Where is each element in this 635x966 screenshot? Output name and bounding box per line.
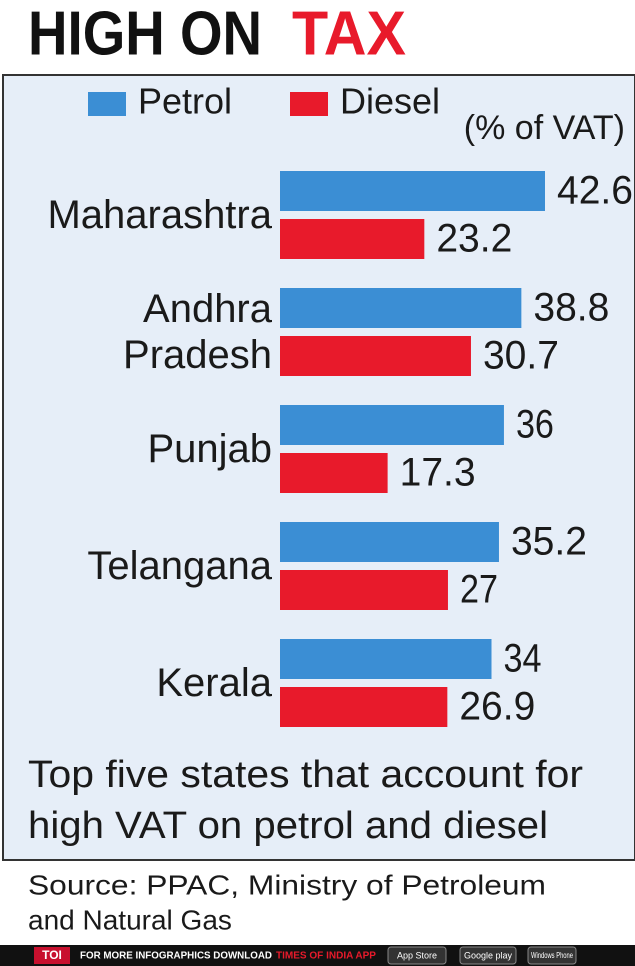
value-label: 42.6 bbox=[557, 169, 633, 213]
legend-swatch bbox=[88, 92, 126, 116]
category-label: Maharashtra bbox=[47, 193, 272, 237]
chart-title: HIGH ON bbox=[28, 0, 262, 68]
category-label: Telangana bbox=[87, 544, 272, 588]
value-label: 36 bbox=[516, 403, 554, 447]
legend-label: Petrol bbox=[138, 81, 232, 122]
store-badge[interactable] bbox=[527, 946, 577, 965]
store-label[interactable]: App Store bbox=[397, 950, 437, 960]
footer-app: TIMES OF INDIA APP bbox=[276, 951, 376, 962]
brand-badge bbox=[34, 947, 70, 964]
bar bbox=[280, 219, 425, 259]
value-label: 23.2 bbox=[436, 217, 512, 261]
description: high VAT on petrol and diesel bbox=[28, 805, 548, 847]
value-label: 26.9 bbox=[459, 685, 535, 729]
category-label: Punjab bbox=[147, 427, 272, 471]
bar bbox=[280, 288, 522, 328]
bar bbox=[280, 687, 448, 727]
store-badge[interactable] bbox=[387, 946, 447, 965]
chart-title-highlight: TAX bbox=[292, 0, 406, 68]
value-label: 34 bbox=[504, 637, 542, 681]
bar bbox=[280, 639, 492, 679]
value-label: 17.3 bbox=[400, 451, 476, 495]
value-label: 30.7 bbox=[483, 334, 559, 378]
category-label: Andhra Pradesh bbox=[123, 287, 272, 377]
legend-label: Diesel bbox=[340, 81, 440, 122]
bar bbox=[280, 171, 545, 211]
source: and Natural Gas bbox=[28, 904, 232, 935]
category-label: Kerala bbox=[156, 661, 272, 705]
legend-swatch bbox=[290, 92, 328, 116]
store-badge[interactable] bbox=[459, 946, 517, 965]
bar bbox=[280, 570, 448, 610]
store-label[interactable]: Windows Phone bbox=[531, 951, 573, 960]
bar bbox=[280, 405, 504, 445]
store-label[interactable]: Google play bbox=[464, 950, 513, 960]
value-label: 38.8 bbox=[533, 286, 609, 330]
bar bbox=[280, 453, 388, 493]
description: Top five states that account for bbox=[28, 754, 583, 796]
bar bbox=[280, 336, 471, 376]
bar bbox=[280, 522, 499, 562]
value-label: 27 bbox=[460, 568, 498, 612]
brand: TOI bbox=[42, 948, 62, 962]
unit-label: (% of VAT) bbox=[464, 109, 625, 147]
value-label: 35.2 bbox=[511, 520, 587, 564]
footer-text: FOR MORE INFOGRAPHICS DOWNLOAD bbox=[80, 951, 272, 962]
source: Source: PPAC, Ministry of Petroleum bbox=[28, 869, 546, 900]
